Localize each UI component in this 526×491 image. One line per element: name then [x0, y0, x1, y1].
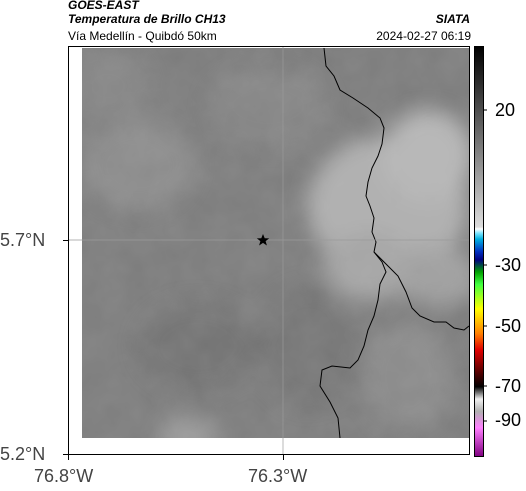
colorbar-tick-label: -30 — [495, 255, 522, 275]
satellite-map — [68, 46, 470, 455]
x-tick-mark — [68, 455, 69, 460]
map-canvas — [68, 46, 470, 455]
x-tick-label: 76.8°W — [34, 466, 94, 486]
y-tick-label: 5.7°N — [0, 230, 46, 250]
brightness-temperature-field — [82, 48, 469, 438]
timestamp: 2024-02-27 06:19 — [376, 29, 471, 43]
y-tick-label: 5.2°N — [0, 444, 46, 464]
colorbar-tick-label: -50 — [495, 316, 522, 336]
y-tick-mark — [63, 240, 68, 241]
map-frame — [68, 46, 470, 455]
product-title: Temperatura de Brillo CH13 — [68, 12, 226, 26]
satellite-name: GOES-EAST — [68, 0, 139, 12]
colorbar-tick-label: -90 — [495, 410, 522, 430]
border-line — [319, 48, 387, 438]
x-tick-mark — [283, 455, 284, 460]
region-subtitle: Vía Medellín - Quibdó 50km — [68, 29, 217, 43]
department-border-line — [373, 251, 469, 331]
colorbar-tick-label: -70 — [495, 376, 522, 396]
colorbar — [474, 46, 487, 457]
organization-label: SIATA — [435, 12, 470, 26]
x-tick-label: 76.3°W — [248, 466, 308, 486]
star-icon — [256, 234, 270, 246]
y-tick-mark — [63, 454, 68, 455]
colorbar-tick-label: 20 — [495, 100, 516, 120]
